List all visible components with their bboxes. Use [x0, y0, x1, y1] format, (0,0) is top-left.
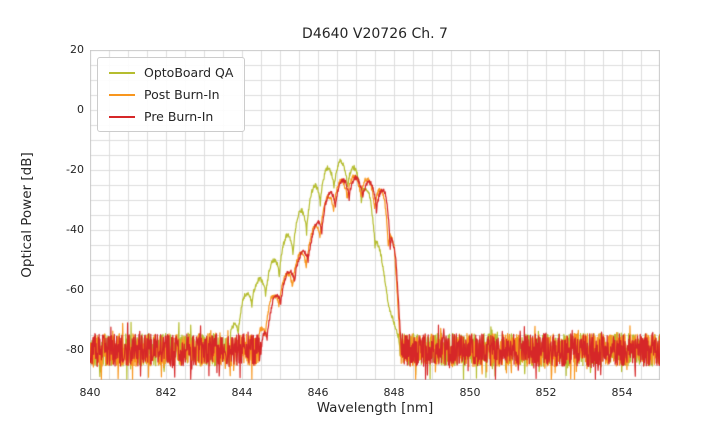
- legend-line-swatch: [109, 115, 135, 118]
- x-tick-label: 848: [383, 386, 405, 399]
- y-tick-label: -40: [66, 223, 84, 236]
- x-axis-label: Wavelength [nm]: [316, 400, 434, 416]
- legend-line-swatch: [109, 71, 135, 74]
- x-tick-label: 852: [535, 386, 557, 399]
- y-axis-label: Optical Power [dB]: [19, 152, 35, 278]
- y-tick-label: 0: [77, 103, 84, 116]
- x-tick-label: 840: [79, 386, 101, 399]
- legend-label: Pre Burn-In: [144, 109, 214, 124]
- legend-item: Post Burn-In: [109, 87, 233, 102]
- legend-label: Post Burn-In: [144, 87, 220, 102]
- legend-item: Pre Burn-In: [109, 109, 233, 124]
- x-tick-label: 850: [459, 386, 481, 399]
- y-tick-label: -60: [66, 283, 84, 296]
- y-tick-label: -20: [66, 163, 84, 176]
- legend: OptoBoard QA Post Burn-In Pre Burn-In: [97, 57, 246, 132]
- chart-title: D4640 V20726 Ch. 7: [302, 26, 448, 42]
- x-tick-label: 842: [155, 386, 177, 399]
- y-tick-label: 20: [70, 43, 84, 56]
- x-tick-label: 844: [231, 386, 253, 399]
- legend-line-swatch: [109, 93, 135, 96]
- x-tick-label: 846: [307, 386, 329, 399]
- legend-item: OptoBoard QA: [109, 65, 233, 80]
- legend-label: OptoBoard QA: [144, 65, 234, 80]
- y-tick-label: -80: [66, 343, 84, 356]
- x-tick-label: 854: [611, 386, 633, 399]
